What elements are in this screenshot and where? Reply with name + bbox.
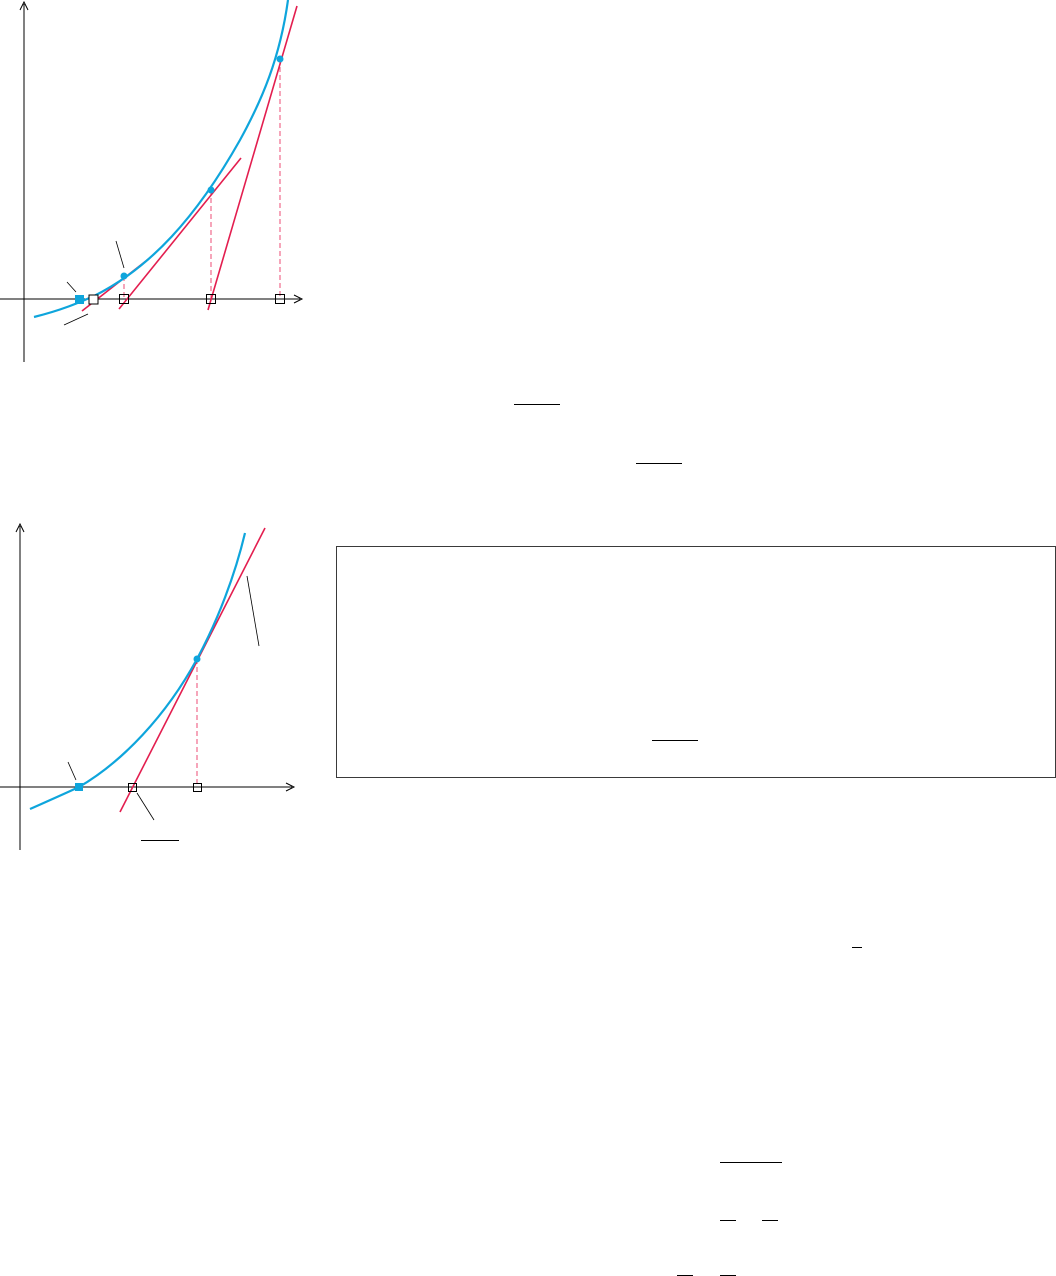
leader-line-root xyxy=(67,282,76,292)
fraction-bar xyxy=(652,740,698,741)
fraction-bar xyxy=(514,404,560,405)
tangent-line-2 xyxy=(119,158,241,309)
curve-point-3 xyxy=(121,273,128,280)
fraction-bar xyxy=(852,947,862,948)
tangent-line-1 xyxy=(208,6,297,310)
leader-line-tangent xyxy=(247,576,259,646)
function-curve xyxy=(34,0,288,317)
curve-point-1 xyxy=(277,56,284,63)
leader-line-curve xyxy=(64,314,88,325)
fraction-bar xyxy=(762,1220,778,1221)
x-marker-4 xyxy=(89,295,98,304)
boxed-note xyxy=(336,546,1056,778)
fraction-bar xyxy=(141,840,179,841)
fraction-bar xyxy=(636,463,682,464)
fraction-bar xyxy=(720,1162,782,1163)
tangent-line xyxy=(120,528,265,812)
leader-line-x2 xyxy=(137,793,154,820)
single-tangent-figure xyxy=(0,520,310,860)
root-marker xyxy=(75,783,83,791)
curve-point-2 xyxy=(208,187,215,194)
function-curve xyxy=(30,533,245,809)
leader-line-point xyxy=(116,241,124,268)
newton-iterations-figure xyxy=(0,0,320,370)
fraction-bar xyxy=(720,1220,736,1221)
root-marker xyxy=(75,295,84,304)
curve-point xyxy=(194,656,201,663)
leader-line-root xyxy=(68,762,76,780)
